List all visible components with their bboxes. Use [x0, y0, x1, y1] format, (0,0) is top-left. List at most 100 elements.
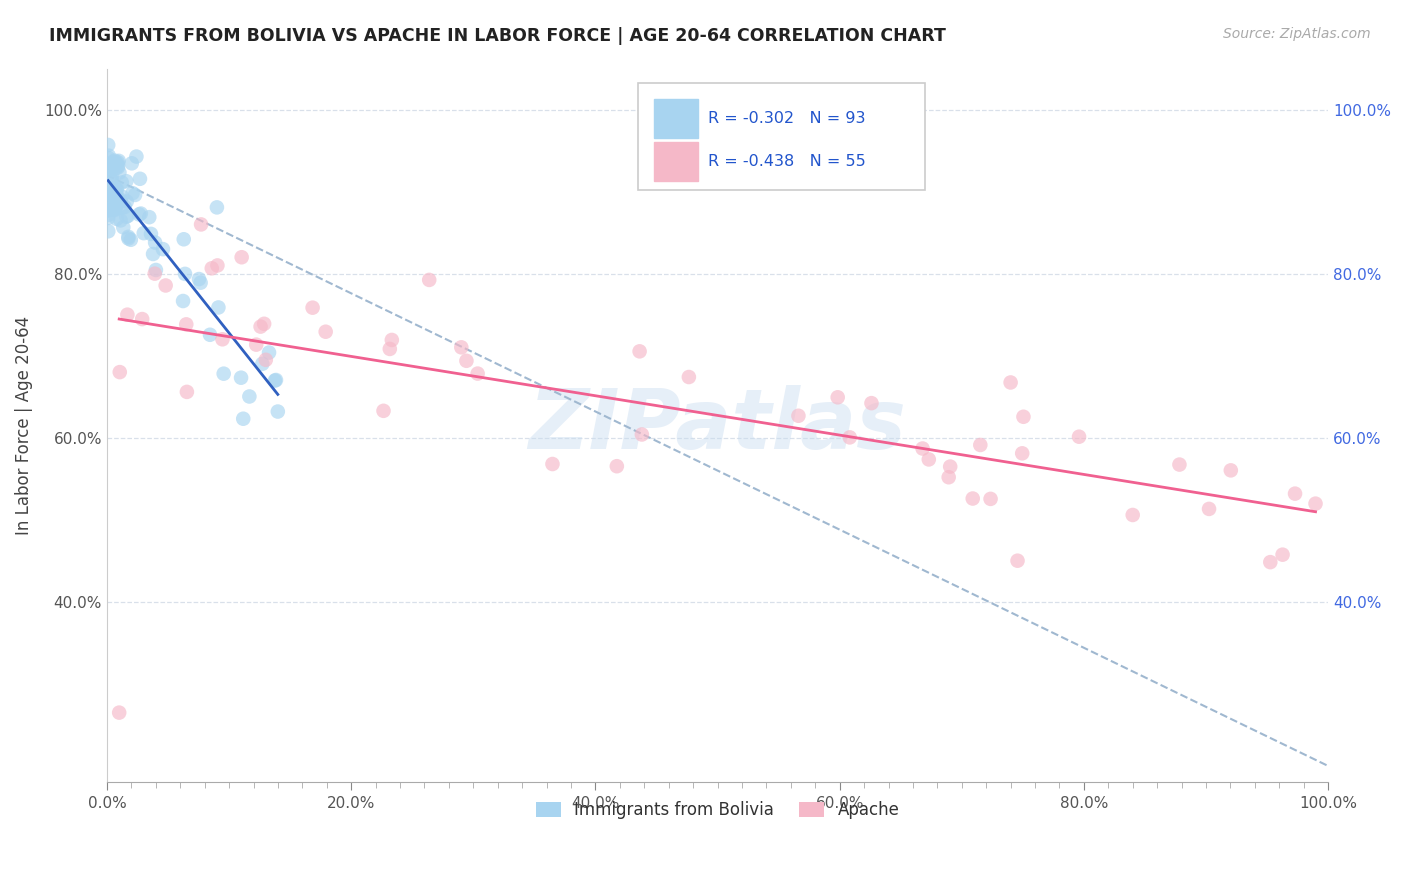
- Point: [105, 182, 128, 196]
- Point: [245, 337, 267, 351]
- Point: [631, 427, 654, 442]
- Point: [418, 273, 440, 287]
- Point: [1168, 458, 1191, 472]
- Point: [860, 396, 883, 410]
- Point: [132, 226, 155, 240]
- Point: [97, 224, 120, 238]
- Point: [98, 161, 121, 176]
- Point: [176, 384, 198, 399]
- Point: [174, 267, 197, 281]
- Point: [110, 213, 132, 227]
- Point: [124, 188, 146, 202]
- Point: [97, 203, 120, 218]
- Point: [97, 183, 120, 197]
- Point: [105, 182, 128, 196]
- Point: [1007, 554, 1029, 568]
- Point: [111, 176, 134, 190]
- Point: [105, 156, 128, 170]
- Point: [264, 374, 287, 388]
- Point: [98, 202, 121, 217]
- Point: [101, 169, 124, 184]
- Point: [104, 181, 127, 195]
- Point: [104, 161, 127, 175]
- Point: [1219, 463, 1241, 477]
- Point: [143, 267, 166, 281]
- Point: [97, 151, 120, 165]
- Point: [173, 232, 195, 246]
- Point: [198, 327, 221, 342]
- FancyBboxPatch shape: [654, 142, 697, 180]
- Point: [911, 442, 934, 456]
- Point: [111, 189, 134, 203]
- Point: [129, 171, 152, 186]
- Point: [267, 404, 290, 418]
- Point: [105, 196, 128, 211]
- Point: [456, 353, 478, 368]
- Point: [229, 370, 252, 384]
- Point: [110, 201, 132, 215]
- Point: [98, 200, 121, 214]
- Point: [100, 157, 122, 171]
- Point: [142, 247, 165, 261]
- Point: [128, 207, 150, 221]
- Point: [1198, 502, 1220, 516]
- Point: [969, 438, 991, 452]
- Point: [101, 189, 124, 203]
- Point: [1011, 446, 1033, 460]
- Point: [117, 231, 139, 245]
- Point: [115, 194, 138, 209]
- Point: [939, 459, 962, 474]
- Point: [97, 203, 120, 218]
- Point: [104, 202, 127, 217]
- Point: [450, 340, 472, 354]
- Point: [787, 409, 810, 423]
- Point: [232, 411, 254, 425]
- Text: IMMIGRANTS FROM BOLIVIA VS APACHE IN LABOR FORCE | AGE 20-64 CORRELATION CHART: IMMIGRANTS FROM BOLIVIA VS APACHE IN LAB…: [49, 27, 946, 45]
- Point: [1000, 376, 1022, 390]
- Point: [105, 186, 128, 201]
- Text: Source: ZipAtlas.com: Source: ZipAtlas.com: [1223, 27, 1371, 41]
- Point: [541, 457, 564, 471]
- Point: [378, 342, 401, 356]
- Point: [110, 194, 132, 209]
- Point: [104, 153, 127, 168]
- Point: [100, 186, 122, 201]
- Point: [100, 173, 122, 187]
- Point: [152, 242, 174, 256]
- Point: [117, 209, 139, 223]
- Point: [190, 276, 212, 290]
- Point: [120, 233, 142, 247]
- Point: [838, 430, 860, 444]
- Point: [115, 174, 138, 188]
- Text: R = -0.438   N = 55: R = -0.438 N = 55: [707, 153, 866, 169]
- Point: [188, 272, 211, 286]
- Point: [121, 186, 143, 201]
- Point: [1305, 497, 1327, 511]
- Point: [252, 357, 274, 371]
- Point: [107, 153, 129, 168]
- Point: [207, 301, 229, 315]
- Point: [315, 325, 337, 339]
- Point: [121, 156, 143, 170]
- Point: [155, 278, 177, 293]
- Point: [1067, 430, 1090, 444]
- Point: [98, 160, 121, 174]
- Point: [105, 211, 128, 226]
- Point: [139, 227, 162, 241]
- Point: [207, 259, 229, 273]
- Point: [980, 491, 1002, 506]
- Point: [114, 200, 136, 214]
- Legend: Immigrants from Bolivia, Apache: Immigrants from Bolivia, Apache: [529, 794, 905, 825]
- Y-axis label: In Labor Force | Age 20-64: In Labor Force | Age 20-64: [15, 316, 32, 535]
- Point: [97, 163, 120, 178]
- Point: [100, 171, 122, 186]
- Point: [211, 332, 233, 346]
- Point: [1284, 486, 1306, 500]
- Point: [129, 206, 152, 220]
- Point: [101, 158, 124, 172]
- Point: [238, 389, 260, 403]
- Point: [938, 470, 960, 484]
- Point: [105, 194, 128, 208]
- Point: [103, 188, 125, 202]
- Point: [131, 312, 153, 326]
